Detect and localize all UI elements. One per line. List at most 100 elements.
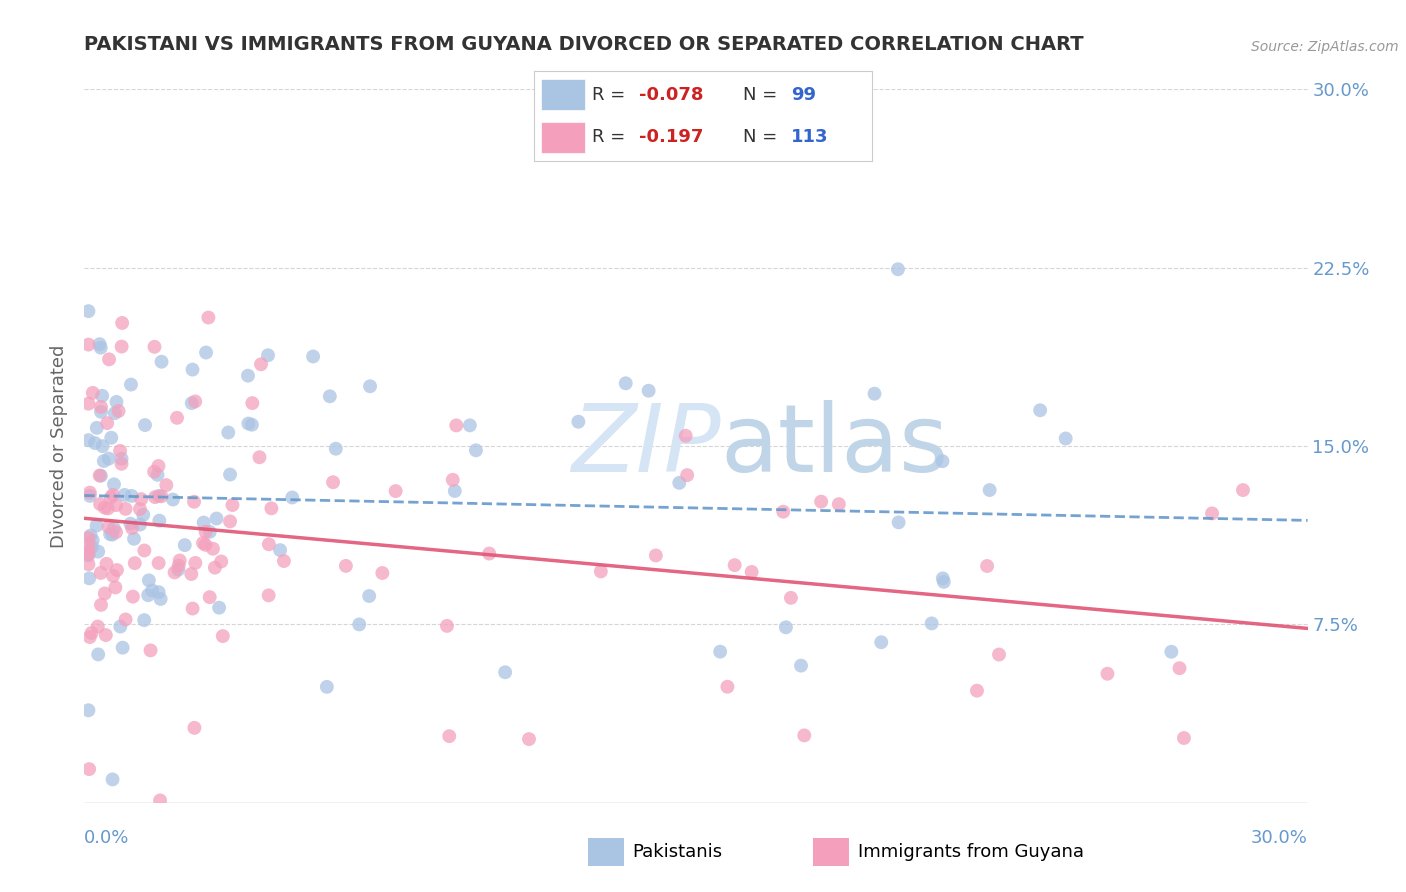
Y-axis label: Divorced or Separated: Divorced or Separated bbox=[51, 344, 69, 548]
Point bbox=[97, 501, 120, 516]
Point bbox=[90, 400, 112, 414]
Point bbox=[887, 262, 910, 277]
Point bbox=[134, 613, 156, 627]
Point bbox=[77, 433, 100, 447]
Point bbox=[120, 377, 142, 392]
Point bbox=[1173, 731, 1195, 745]
Point bbox=[325, 442, 347, 456]
Point bbox=[195, 345, 218, 359]
Text: Source: ZipAtlas.com: Source: ZipAtlas.com bbox=[1251, 39, 1399, 54]
Point bbox=[120, 516, 142, 531]
Point bbox=[209, 554, 232, 568]
Point bbox=[89, 497, 111, 511]
Point bbox=[257, 537, 280, 551]
Point bbox=[458, 418, 481, 433]
Point bbox=[180, 567, 202, 582]
Point bbox=[211, 629, 233, 643]
Point bbox=[104, 581, 127, 595]
Point bbox=[281, 491, 304, 505]
Point bbox=[180, 396, 202, 410]
Point bbox=[446, 418, 468, 433]
Text: 113: 113 bbox=[790, 128, 828, 146]
Point bbox=[257, 348, 280, 362]
Point bbox=[77, 537, 100, 551]
Point bbox=[149, 793, 172, 807]
Point bbox=[614, 376, 637, 391]
Point bbox=[167, 558, 190, 573]
Text: Immigrants from Guyana: Immigrants from Guyana bbox=[858, 843, 1084, 861]
Text: Pakistanis: Pakistanis bbox=[633, 843, 723, 861]
Point bbox=[240, 417, 263, 432]
Point bbox=[79, 489, 101, 503]
Point bbox=[90, 405, 112, 419]
Point bbox=[121, 489, 143, 503]
Point bbox=[240, 396, 263, 410]
Point bbox=[110, 619, 132, 633]
Point bbox=[77, 703, 100, 717]
Point bbox=[79, 528, 101, 542]
Point bbox=[111, 340, 134, 354]
Point bbox=[359, 379, 381, 393]
Point bbox=[77, 571, 100, 585]
Point bbox=[91, 439, 114, 453]
Point bbox=[108, 443, 131, 458]
Point bbox=[105, 563, 128, 577]
Point bbox=[136, 588, 159, 602]
Point bbox=[1029, 403, 1052, 417]
Point bbox=[80, 540, 103, 554]
Point bbox=[173, 538, 195, 552]
Point bbox=[184, 394, 207, 409]
Point bbox=[221, 498, 243, 512]
Point bbox=[181, 362, 204, 376]
Point bbox=[82, 385, 104, 400]
Point bbox=[167, 563, 190, 577]
Point bbox=[194, 524, 217, 539]
Point bbox=[219, 467, 242, 482]
Point bbox=[979, 483, 1001, 497]
Point bbox=[132, 508, 155, 522]
Point bbox=[104, 406, 127, 420]
Point bbox=[741, 565, 763, 579]
Point bbox=[80, 626, 103, 640]
Text: 99: 99 bbox=[790, 86, 815, 103]
Text: atlas: atlas bbox=[720, 400, 949, 492]
Point bbox=[84, 436, 107, 450]
Point bbox=[82, 533, 104, 548]
Point bbox=[315, 680, 337, 694]
Point bbox=[77, 547, 100, 561]
Point bbox=[129, 502, 152, 516]
Point bbox=[77, 544, 100, 558]
Point bbox=[77, 531, 100, 545]
Point bbox=[124, 556, 146, 570]
Point bbox=[183, 721, 205, 735]
Point bbox=[238, 417, 260, 431]
Point bbox=[77, 304, 100, 318]
Point bbox=[464, 443, 486, 458]
Point bbox=[97, 451, 120, 466]
Point bbox=[260, 501, 283, 516]
Point bbox=[143, 465, 166, 479]
Point bbox=[1232, 483, 1254, 497]
Point bbox=[141, 583, 163, 598]
Point bbox=[775, 620, 797, 634]
Point bbox=[122, 532, 145, 546]
Point bbox=[217, 425, 239, 440]
Point bbox=[98, 527, 121, 541]
Point bbox=[146, 467, 169, 482]
Point bbox=[86, 421, 108, 435]
Point bbox=[77, 397, 100, 411]
Point bbox=[87, 619, 110, 633]
Point bbox=[94, 628, 117, 642]
Point bbox=[780, 591, 803, 605]
Text: -0.197: -0.197 bbox=[638, 128, 703, 146]
Point bbox=[335, 558, 357, 573]
Point bbox=[90, 598, 112, 612]
Point bbox=[637, 384, 659, 398]
Point bbox=[772, 505, 794, 519]
Point bbox=[89, 337, 111, 351]
Point bbox=[567, 415, 589, 429]
Text: R =: R = bbox=[592, 86, 631, 103]
Point bbox=[208, 600, 231, 615]
Point bbox=[93, 586, 115, 600]
Point bbox=[921, 616, 943, 631]
